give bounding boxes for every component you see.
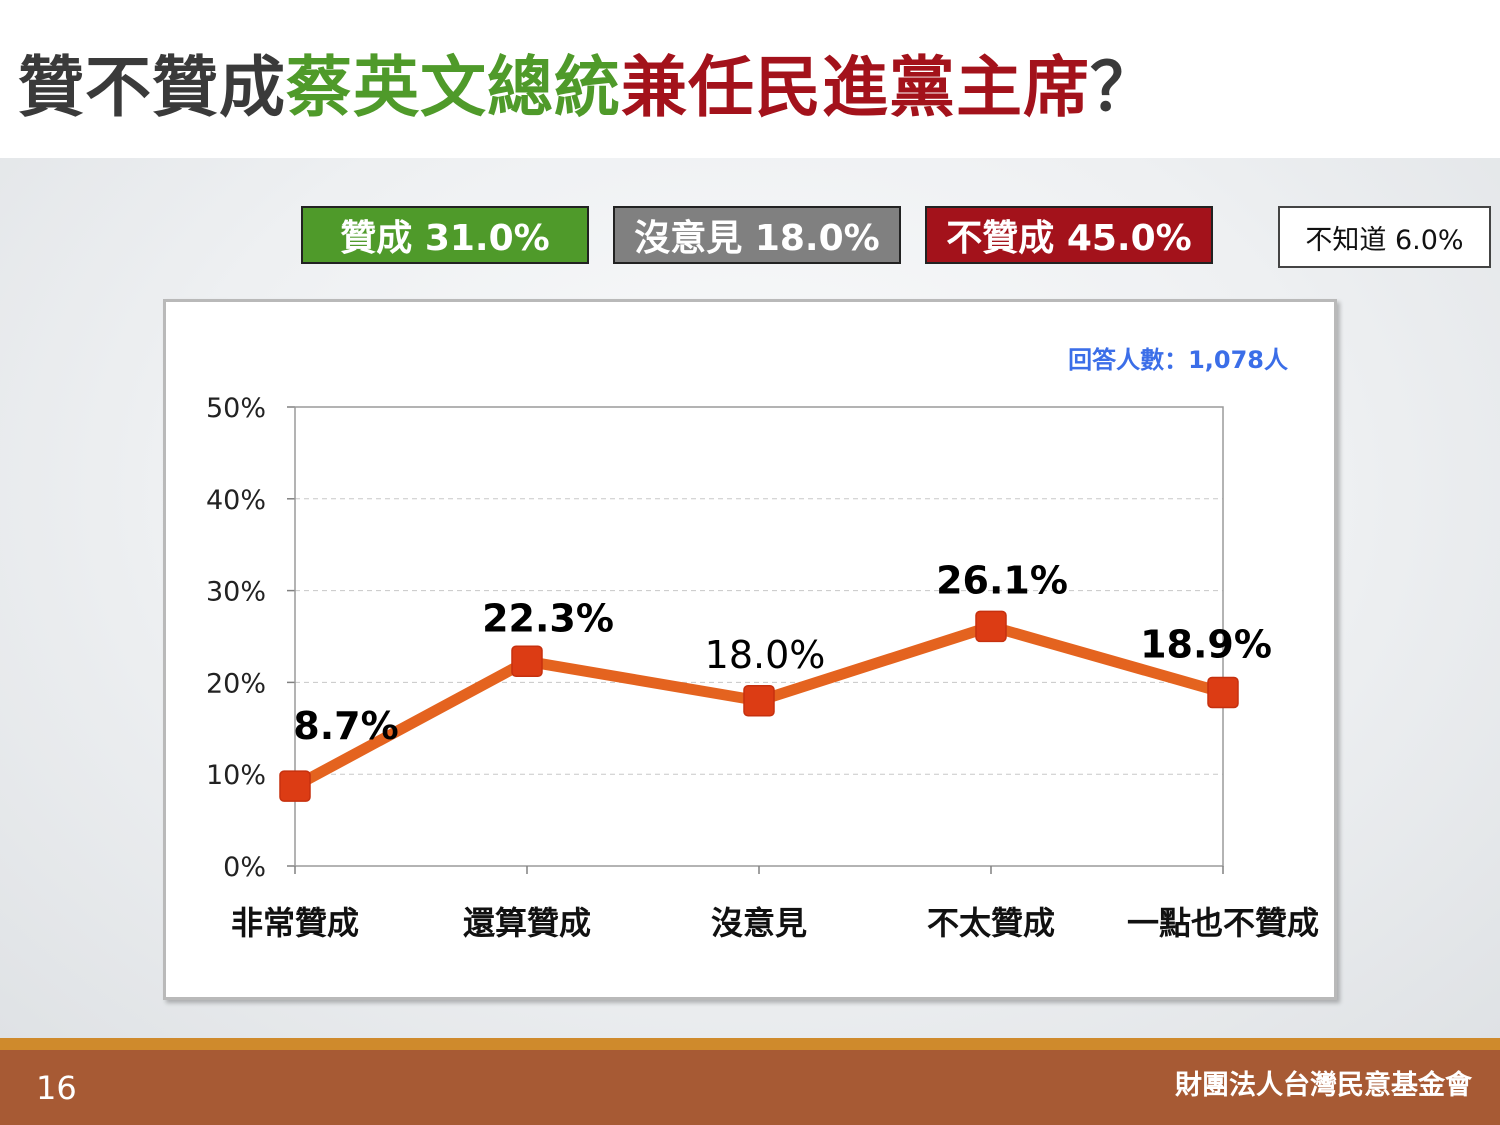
x-category-label: 一點也不贊成 [1127, 904, 1319, 942]
data-label: 26.1% [936, 558, 1068, 602]
x-category-label: 沒意見 [711, 904, 807, 942]
footer: 16 財團法人台灣民意基金會 [0, 1050, 1500, 1125]
y-tick-label: 30% [206, 577, 266, 608]
page-title: 贊不贊成蔡英文總統兼任民進黨主席？ [18, 40, 1157, 136]
header: 贊不贊成蔡英文總統兼任民進黨主席？ [0, 0, 1500, 158]
title-part-question-mark: ？ [1090, 49, 1157, 126]
summary-approve-badge: 贊成 31.0% [301, 206, 589, 264]
line-chart: 回答人數：1,078人 0% 10% 20% 30% 40% 50% 非常贊成 還算贊成 沒意見 不… [206, 346, 1319, 942]
x-category-label: 非常贊成 [231, 904, 359, 942]
page-number: 16 [36, 1069, 77, 1107]
data-point-marker [975, 610, 1007, 643]
title-part-question: 贊不贊成 [18, 49, 286, 126]
data-label: 18.9% [1140, 622, 1272, 666]
y-tick-label: 10% [206, 760, 266, 791]
x-category-label: 還算贊成 [463, 904, 591, 942]
respondents-count: 回答人數：1,078人 [1068, 346, 1288, 374]
y-tick-label: 0% [223, 852, 266, 883]
chart-panel: 回答人數：1,078人 0% 10% 20% 30% 40% 50% 非常贊成 還算贊成 沒意見 不… [163, 299, 1337, 1000]
data-point-marker [1207, 676, 1239, 709]
y-tick-label: 20% [206, 668, 266, 699]
summary-no-opinion-badge: 沒意見 18.0% [613, 206, 901, 264]
x-category-label: 不太贊成 [927, 904, 1055, 942]
organization-name: 財團法人台灣民意基金會 [1175, 1070, 1472, 1101]
y-tick-label: 50% [206, 393, 266, 424]
footer-stripe [0, 1038, 1500, 1050]
data-point-marker [279, 770, 311, 802]
data-point-marker [743, 685, 775, 717]
data-label: 18.0% [705, 633, 826, 677]
data-label: 8.7% [293, 704, 398, 748]
summary-disapprove-badge: 不贊成 45.0% [925, 206, 1213, 264]
data-point-marker [511, 645, 543, 678]
summary-dont-know-badge: 不知道 6.0% [1278, 206, 1491, 268]
title-part-party-chair: 兼任民進黨主席 [621, 49, 1090, 126]
data-label: 22.3% [482, 596, 614, 640]
y-tick-label: 40% [206, 485, 266, 516]
title-part-president: 蔡英文總統 [286, 49, 621, 126]
